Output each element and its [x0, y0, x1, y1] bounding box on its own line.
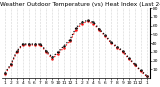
Title: Milwaukee Weather Outdoor Temperature (vs) Heat Index (Last 24 Hours): Milwaukee Weather Outdoor Temperature (v… — [0, 2, 160, 7]
